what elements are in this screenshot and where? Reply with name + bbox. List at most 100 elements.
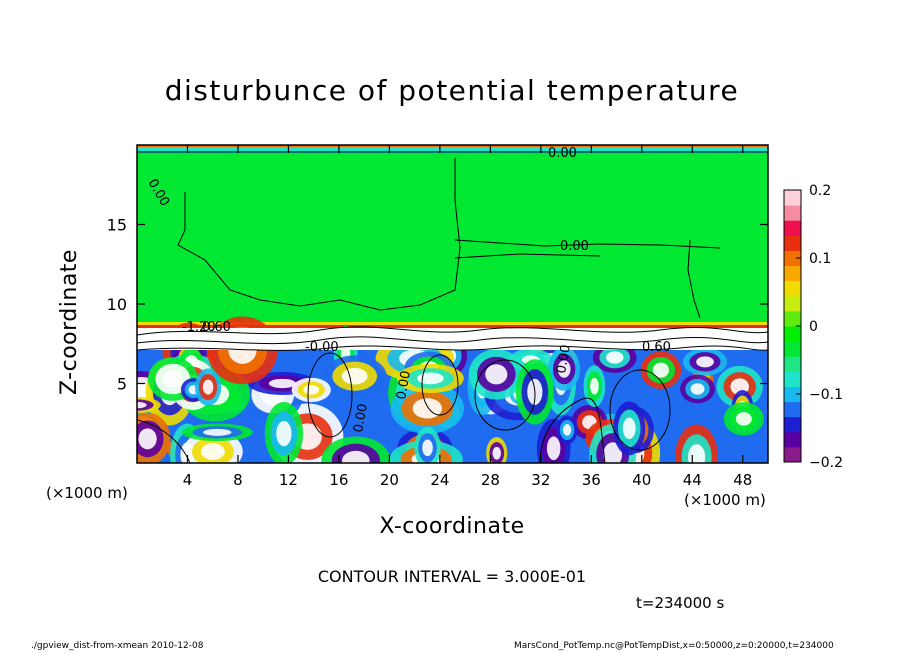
contour-label: 0.00 [560,239,589,254]
x-axis: 4 8 12 16 20 24 28 32 36 40 44 48 [183,145,752,489]
contour-label: -1.20 [182,320,216,335]
contour-line [177,158,461,311]
colorbar-tick-label: 0.1 [809,251,831,267]
colorbar-segment [784,401,801,418]
contour-label: 0.00 [548,146,577,161]
convective-cell [200,443,225,460]
convective-cell [137,401,147,409]
convective-cell [268,378,296,389]
contour-line [137,326,768,336]
colorbar-segment [784,295,801,312]
convective-cell [416,372,444,385]
convective-cell [203,428,232,436]
convective-cell [603,442,623,463]
convective-cell [590,377,599,395]
contour-interval-label: CONTOUR INTERVAL = 3.000E-01 [317,567,587,586]
contour-lines [137,151,768,463]
colorbar: 0.2 0.1 0 −0.1 −0.2 [783,183,843,471]
x-tick-label: 44 [683,471,702,489]
convective-cell [342,450,370,463]
convective-cell [162,370,183,388]
convective-cell [546,436,561,461]
colorbar-segment [784,446,801,463]
convective-cell [690,383,705,395]
contour-line [421,354,459,416]
convective-cell [303,384,320,395]
colorbar-tick-label: 0 [809,319,818,335]
contour-line [539,397,606,463]
x-tick-label: 32 [531,471,550,489]
convective-cell [276,420,292,447]
x-tick-label: 16 [329,471,348,489]
x-axis-label: X-coordinate [379,514,525,539]
x-tick-label: 36 [582,471,601,489]
x-tick-label: 48 [733,471,752,489]
x-tick-label: 20 [380,471,399,489]
contour-label: 0.60 [642,340,671,355]
colorbar-segment [784,205,801,221]
colorbar-segment [784,371,801,387]
y-axis-unit: (×1000 m) [46,484,128,502]
contour-line [454,239,721,249]
convective-cell [138,428,157,450]
x-tick-label: 24 [430,471,449,489]
colorbar-segment [784,416,801,433]
neutral-layer-overlay [137,328,768,350]
convective-cell [341,367,368,385]
x-tick-label: 12 [279,471,298,489]
colorbar-segment [784,280,801,297]
time-label: t=234000 s [636,594,725,612]
convective-cell [605,351,624,364]
contour-line [307,352,353,438]
x-tick-label: 28 [481,471,500,489]
colorbar-segment [784,310,801,327]
colorbar-tick-label: −0.1 [809,387,843,403]
contour-line [609,369,671,451]
colorbar-segment [784,265,801,282]
convective-cell [696,356,714,368]
x-tick-label: 8 [233,471,243,489]
y-tick-label: 5 [117,375,127,394]
contour-label: 0.00 [554,344,574,375]
contour-line [137,336,768,345]
contour-label: 0.60 [202,320,231,335]
colorbar-segment [784,356,801,372]
colorbar-segment [784,220,801,236]
colorbar-segment [784,190,801,206]
convective-cell [688,444,706,463]
convective-cell [202,379,214,395]
convective-cell [485,364,508,385]
contour-label: -0.00 [305,340,339,355]
contour-line [687,239,701,319]
x-axis-unit: (×1000 m) [684,491,766,509]
colorbar-segment [784,341,801,357]
x-tick-label: 4 [183,471,193,489]
convective-cell [412,398,443,419]
colorbar-segment [784,386,801,403]
colorbar-tick-label: −0.2 [809,455,843,471]
convective-cell [492,446,501,460]
contour-line [474,359,536,431]
temperature-field: 0.000.00-1.200.600.60-0.00 0.000.000.000.… [137,145,768,463]
colorbar-segment [784,235,801,251]
convective-cells [137,316,768,463]
convective-cell [562,424,572,436]
footer-data-source: MarsCond_PotTemp.nc@PotTempDist,x=0:5000… [514,641,834,651]
contour-label: 0.00 [351,403,371,434]
colorbar-segment [784,431,801,448]
top-boundary-band [137,145,768,153]
top-boundary-edge [137,145,768,147]
contour-label: 0.00 [394,370,414,401]
y-axis: 5 10 15 [107,216,768,394]
x-tick-label: 40 [632,471,651,489]
convective-cell [557,360,571,378]
convective-cell [652,362,670,378]
contour-line [137,345,768,351]
convective-cell [735,412,752,426]
footer-script-info: ./gpview_dist-from-xmean 2010-12-08 [31,641,204,651]
chart-title: disturbunce of potential temperature [164,74,740,107]
y-tick-label: 10 [107,295,127,314]
inversion-edge [137,325,768,328]
colorbar-segment [784,250,801,267]
